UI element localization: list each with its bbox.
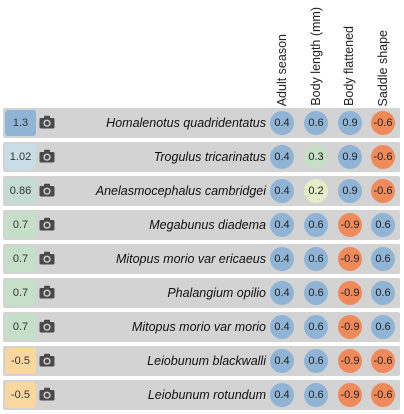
trait-value-body-flattened: 0.9 [338,111,362,135]
species-name[interactable]: Mitopus morio var morio [131,320,266,334]
trait-value-saddle-shape: -0.6 [371,111,395,135]
column-headers: Adult season Body length (mm) Body flatt… [0,0,404,108]
trait-value-body-length-mm: 0.6 [304,281,328,305]
trait-value-adult-season: 0.4 [270,111,294,135]
list-item[interactable]: -0.5 Leiobunum rotundum 0.4 0.6 -0.9 -0.6 [3,380,400,410]
camera-icon[interactable] [39,217,55,231]
camera-icon[interactable] [39,149,55,163]
camera-icon[interactable] [39,115,55,129]
score-badge: -0.5 [5,348,36,374]
trait-value-adult-season: 0.4 [270,315,294,339]
column-header-body-flattened[interactable]: Body flattened [342,26,356,106]
list-item[interactable]: 1.02 Trogulus tricarinatus 0.4 0.3 0.9 -0.6 [3,142,400,172]
trait-value-body-length-mm: 0.3 [304,145,328,169]
trait-value-body-length-mm: 0.6 [304,213,328,237]
trait-value-saddle-shape: -0.6 [371,179,395,203]
trait-value-adult-season: 0.4 [270,145,294,169]
column-header-saddle-shape[interactable]: Saddle shape [376,29,390,106]
score-badge: -0.5 [5,382,36,408]
trait-value-adult-season: 0.4 [270,213,294,237]
list-item[interactable]: -0.5 Leiobunum blackwalli 0.4 0.6 -0.9 -0.6 [3,346,400,376]
score-badge: 0.7 [5,314,36,340]
score-badge: 1.3 [5,110,36,136]
column-header-body-length[interactable]: Body length (mm) [309,7,323,106]
trait-value-saddle-shape: 0.6 [371,281,395,305]
score-badge: 1.02 [5,144,36,170]
trait-value-body-length-mm: 0.6 [304,383,328,407]
camera-icon[interactable] [39,387,55,401]
trait-value-saddle-shape: 0.6 [371,315,395,339]
list-item[interactable]: 0.7 Phalangium opilio 0.4 0.6 -0.9 0.6 [3,278,400,308]
trait-value-body-flattened: -0.9 [338,315,362,339]
column-header-adult-season[interactable]: Adult season [275,33,289,106]
trait-value-saddle-shape: 0.6 [371,213,395,237]
trait-value-adult-season: 0.4 [270,349,294,373]
camera-icon[interactable] [39,353,55,367]
species-name[interactable]: Leiobunum rotundum [147,388,266,402]
camera-icon[interactable] [39,319,55,333]
score-badge: 0.7 [5,280,36,306]
trait-value-body-flattened: -0.9 [338,349,362,373]
list-item[interactable]: 0.7 Megabunus diadema 0.4 0.6 -0.9 0.6 [3,210,400,240]
species-name[interactable]: Megabunus diadema [149,218,266,232]
trait-value-body-flattened: 0.9 [338,179,362,203]
trait-value-saddle-shape: -0.6 [371,383,395,407]
list-item[interactable]: 1.3 Homalenotus quadridentatus 0.4 0.6 0.9 -0… [3,108,400,138]
score-badge: 0.86 [5,178,36,204]
trait-value-body-flattened: -0.9 [338,383,362,407]
trait-value-body-length-mm: 0.6 [304,247,328,271]
trait-value-saddle-shape: -0.6 [371,145,395,169]
species-name[interactable]: Leiobunum blackwalli [147,354,266,368]
camera-icon[interactable] [39,285,55,299]
trait-value-adult-season: 0.4 [270,383,294,407]
trait-value-body-length-mm: 0.6 [304,111,328,135]
trait-value-body-length-mm: 0.2 [304,179,328,203]
species-name[interactable]: Anelasmocephalus cambridgei [95,184,266,198]
trait-value-body-flattened: -0.9 [338,247,362,271]
score-badge: 0.7 [5,212,36,238]
trait-value-adult-season: 0.4 [270,247,294,271]
list-item[interactable]: 0.7 Mitopus morio var morio 0.4 0.6 -0.9 0.6 [3,312,400,342]
trait-value-adult-season: 0.4 [270,281,294,305]
trait-value-saddle-shape: 0.6 [371,247,395,271]
species-name[interactable]: Trogulus tricarinatus [153,150,266,164]
trait-value-body-length-mm: 0.6 [304,315,328,339]
trait-value-body-flattened: -0.9 [338,213,362,237]
list-item[interactable]: 0.86 Anelasmocephalus cambridgei 0.4 0.2 0.9… [3,176,400,206]
species-name[interactable]: Mitopus morio var ericaeus [115,252,266,266]
camera-icon[interactable] [39,251,55,265]
trait-value-body-length-mm: 0.6 [304,349,328,373]
species-name[interactable]: Phalangium opilio [167,286,266,300]
species-name[interactable]: Homalenotus quadridentatus [106,116,266,130]
trait-value-adult-season: 0.4 [270,179,294,203]
camera-icon[interactable] [39,183,55,197]
trait-value-body-flattened: -0.9 [338,281,362,305]
list-item[interactable]: 0.7 Mitopus morio var ericaeus 0.4 0.6 -0.9 0… [3,244,400,274]
trait-value-saddle-shape: -0.6 [371,349,395,373]
score-badge: 0.7 [5,246,36,272]
trait-value-body-flattened: 0.9 [338,145,362,169]
